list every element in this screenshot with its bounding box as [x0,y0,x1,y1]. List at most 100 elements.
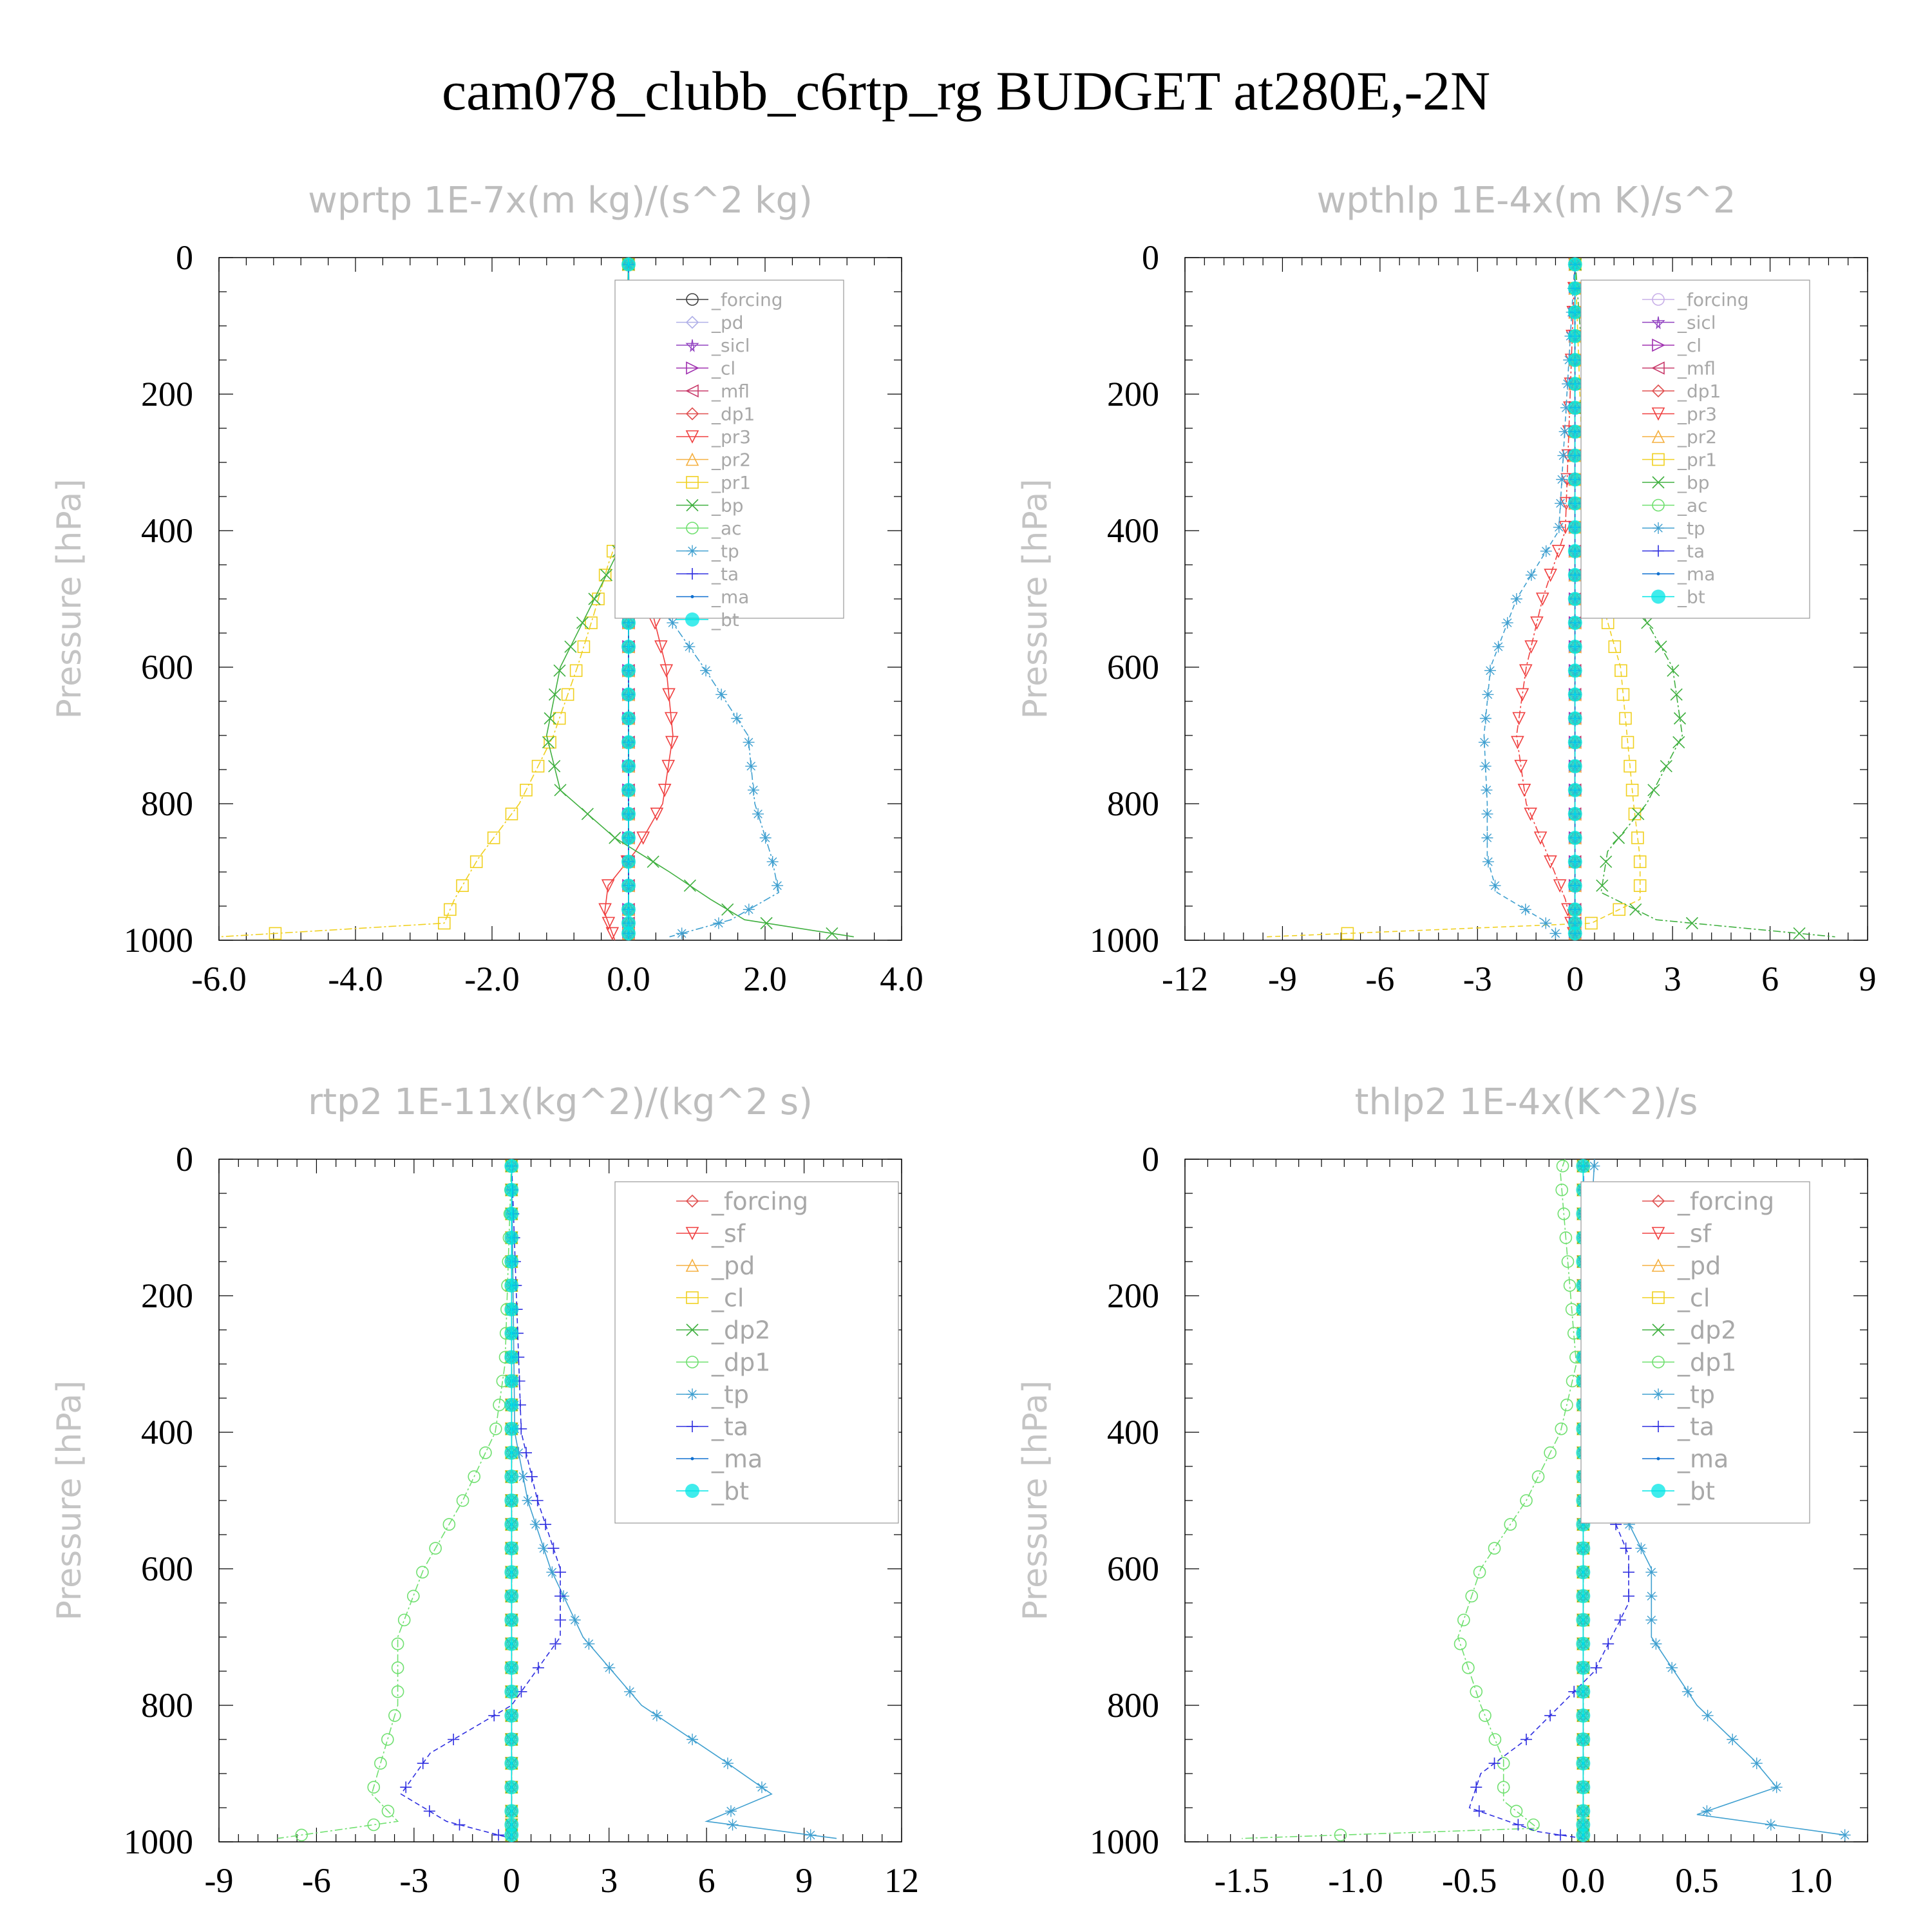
legend-marker [685,452,699,466]
data-point [1631,831,1644,844]
legend-item: _pd [676,1251,755,1280]
y-tick-label: 800 [141,784,193,823]
data-point [1635,1542,1647,1555]
data-point [621,782,636,797]
series-dp1 [277,1159,518,1842]
data-point [1576,1817,1591,1832]
legend-marker [690,595,694,598]
legend-item: _dp1 [676,403,755,424]
data-point [1623,1519,1635,1531]
data-point [1567,520,1582,535]
data-point [429,1542,442,1555]
legend-marker [685,1258,699,1272]
data-point [1685,916,1698,930]
panel-title: wpthlp 1E-4x(m K)/s^2 [1316,180,1736,222]
legend-label: _pr3 [1677,403,1717,424]
legend-item: _cl [676,357,735,379]
data-point [1602,1638,1615,1650]
legend-item: _ta [676,1412,748,1441]
legend-label: _ta [711,564,739,585]
data-point [1454,1637,1467,1651]
data-point [1650,1638,1662,1650]
legend-marker [1651,407,1665,421]
data-point [504,1350,519,1365]
data-point [1558,426,1571,438]
data-point [1645,1566,1658,1578]
data-point [1576,1828,1591,1842]
legend-marker [1653,1421,1664,1432]
data-point [1567,305,1582,319]
data-point [1519,664,1533,678]
data-point [504,1445,519,1460]
data-point [564,640,577,653]
data-point [1479,712,1492,724]
data-point [760,916,773,930]
data-point [437,916,451,930]
data-point [752,808,764,820]
data-point [745,760,757,772]
data-point [1530,616,1544,630]
data-point [1567,328,1582,343]
data-point [1620,1542,1632,1555]
legend-item: _forcing [676,1187,808,1215]
data-point [1672,736,1685,749]
data-point [725,1805,737,1817]
data-point [1557,1208,1571,1220]
data-point [1567,663,1582,678]
y-tick-label: 400 [141,511,193,550]
data-point [1567,639,1582,654]
data-point [1647,784,1660,797]
data-point [826,927,838,940]
legend-item: _sicl [1642,312,1716,333]
legend-label: _pd [711,312,744,333]
legend-label: _dp1 [711,1348,770,1376]
data-point [1544,1709,1557,1721]
legend-marker [687,1421,698,1432]
legend-label: _dp1 [711,403,755,424]
y-tick-label: 1000 [1090,921,1159,960]
data-point [1645,1614,1658,1626]
data-point [650,1709,663,1721]
data-point [504,1636,519,1651]
data-point [621,759,636,773]
data-point [1567,567,1582,582]
legend-item: _pr3 [676,426,751,448]
data-point [526,1470,538,1482]
data-point [1600,855,1613,868]
legend-label: _cl [711,1283,744,1312]
data-point [1482,688,1494,701]
data-point [1750,1757,1763,1770]
data-point [1567,735,1582,750]
x-tick-label: -9 [205,1861,234,1900]
series-line [1242,1159,1577,1839]
data-point [504,1565,519,1580]
x-tick-label: 12 [884,1861,919,1900]
x-tick-label: -0.5 [1442,1861,1497,1900]
legend-label: _cl [711,357,735,379]
data-point [1488,1757,1501,1770]
data-point [1623,1566,1634,1578]
data-point [505,808,518,820]
data-point [469,855,483,868]
data-point [1520,1494,1533,1507]
x-tick-label: 9 [1859,960,1877,998]
y-tick-label: 800 [141,1686,193,1725]
series-tp [1478,257,1581,940]
legend-item: _bp [1642,472,1710,493]
data-point [1576,1780,1591,1795]
data-point [1567,377,1582,392]
data-point [605,927,620,941]
data-point [1555,1183,1569,1197]
legend-item: _bp [676,495,744,516]
data-point [504,1708,519,1723]
legend-label: _sf [711,1219,746,1247]
data-point [1567,257,1582,272]
data-point [504,1421,519,1436]
legend-label: _dp1 [1677,381,1721,402]
data-point [504,1613,519,1627]
data-point [1553,521,1565,533]
data-point [1556,473,1568,486]
y-tick-label: 600 [141,1549,193,1588]
legend-label: _sicl [1677,312,1716,333]
